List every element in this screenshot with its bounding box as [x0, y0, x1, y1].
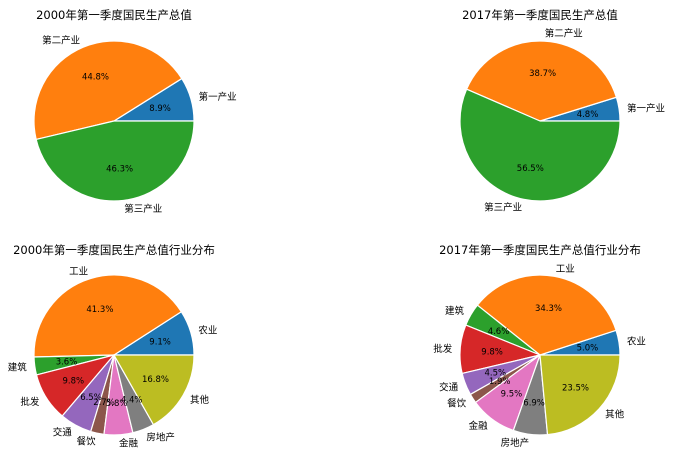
- slice-7-label: 金融: [119, 437, 139, 449]
- slice-8-value-label: 6.9%: [523, 399, 545, 409]
- slice-9-value-label: 16.8%: [142, 375, 169, 385]
- slice-2-label: 工业: [69, 266, 88, 277]
- pie-chart-2000-industry: 2000年第一季度国民生产总值行业分布 农业 9.1% 工业 41.3% 建筑 3.6% 批…: [8, 243, 218, 449]
- slice-5-value-label: 6.5%: [80, 393, 102, 403]
- slice-2-value-label: 38.7%: [529, 69, 556, 79]
- pie-chart-2017-sector: 2017年第一季度国民生产总值 第一产业 4.8% 第二产业 38.7% 第三产业 56.…: [459, 8, 665, 214]
- slice-2-label: 第二产业: [545, 28, 583, 40]
- slice-3-value-label: 4.6%: [488, 327, 510, 337]
- slice-2-value-label: 44.8%: [82, 73, 109, 83]
- slice-2: [33, 274, 182, 358]
- chart-title: 2000年第一季度国民生产总值行业分布: [13, 243, 215, 257]
- slice-3-label: 建筑: [445, 305, 465, 317]
- slice-1-value-label: 9.1%: [149, 338, 171, 348]
- slice-7-value-label: 5.8%: [106, 399, 128, 409]
- slice-2-value-label: 34.3%: [535, 304, 562, 314]
- slice-4-value-label: 9.8%: [481, 347, 503, 357]
- slice-6-label: 餐饮: [447, 397, 467, 409]
- slice-3-label: 第三产业: [124, 203, 162, 215]
- slice-8-label: 房地产: [146, 431, 175, 443]
- slice-1-label: 第一产业: [199, 91, 237, 103]
- slice-3: [35, 120, 195, 202]
- slice-3: [459, 88, 621, 202]
- chart-title: 2017年第一季度国民生产总值行业分布: [439, 243, 641, 257]
- pie-chart-2000-sector: 2000年第一季度国民生产总值 第一产业 8.9% 第二产业 44.8% 第三产业 46.…: [33, 8, 237, 215]
- slice-6-label: 餐饮: [77, 436, 97, 448]
- slice-1-value-label: 8.9%: [149, 104, 171, 114]
- slice-3-value-label: 56.5%: [517, 164, 544, 174]
- slice-7-label: 金融: [469, 420, 489, 432]
- slice-5-label: 交通: [439, 382, 459, 394]
- slice-2-value-label: 41.3%: [86, 305, 113, 315]
- slice-4-value-label: 9.8%: [62, 377, 84, 387]
- slice-6-value-label: 2.7%: [93, 398, 115, 408]
- slice-1-value-label: 4.8%: [577, 110, 599, 120]
- slice-9: [113, 354, 195, 426]
- chart-title: 2000年第一季度国民生产总值: [36, 8, 192, 22]
- slice-6-value-label: 1.9%: [489, 377, 511, 387]
- slice-2: [465, 40, 617, 122]
- slice-1-label: 第一产业: [627, 102, 665, 114]
- slice-2: [476, 274, 617, 356]
- pie-chart-2017-industry: 2017年第一季度国民生产总值行业分布 农业 5.0% 工业 34.3% 建筑 4.6% 批…: [433, 243, 646, 449]
- chart-title: 2017年第一季度国民生产总值: [462, 8, 618, 22]
- slice-9-label: 其他: [190, 394, 210, 406]
- slice-5-label: 交通: [53, 427, 73, 439]
- slice-1-value-label: 5.0%: [577, 344, 599, 354]
- slice-8-value-label: 4.4%: [121, 396, 143, 406]
- slice-5-value-label: 4.5%: [484, 369, 506, 379]
- slice-7-value-label: 9.5%: [501, 390, 523, 400]
- slice-1-label: 农业: [198, 325, 217, 337]
- slice-8-label: 房地产: [501, 437, 530, 449]
- slice-3-label: 第三产业: [484, 202, 522, 214]
- slice-4-label: 批发: [20, 396, 40, 408]
- slice-3-value-label: 46.3%: [106, 165, 133, 175]
- slice-2-label: 第二产业: [42, 34, 80, 46]
- slice-2: [33, 40, 183, 141]
- slice-2-label: 工业: [556, 264, 575, 275]
- slice-3-value-label: 3.6%: [56, 358, 78, 368]
- slice-9-label: 其他: [605, 409, 625, 421]
- slice-9: [539, 354, 621, 436]
- slice-9-value-label: 23.5%: [562, 383, 589, 393]
- slice-1-label: 农业: [627, 336, 646, 348]
- slice-4-label: 批发: [433, 343, 453, 355]
- slice-3-label: 建筑: [8, 362, 28, 374]
